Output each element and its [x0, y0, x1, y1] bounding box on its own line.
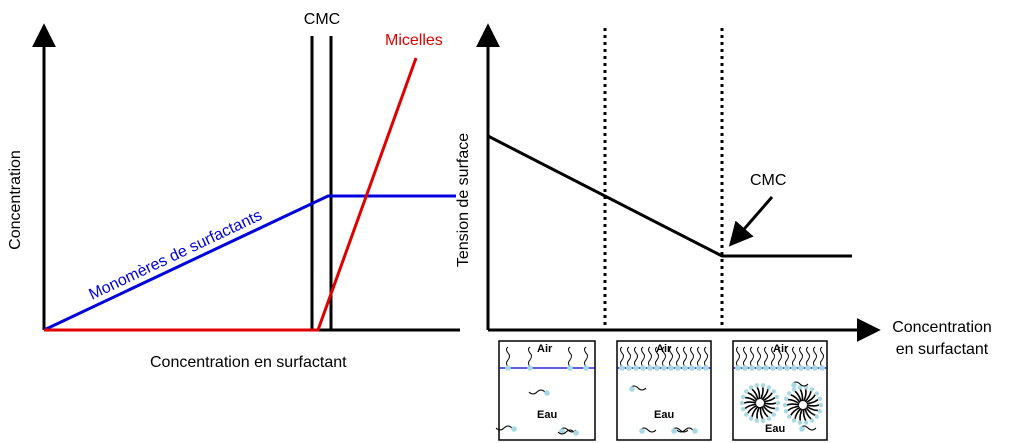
- surfactant-molecule: [689, 346, 695, 371]
- surfactant-molecule: [640, 346, 646, 371]
- surfactant-molecule: [527, 346, 533, 371]
- panel-1-air-label: Air: [537, 343, 553, 355]
- panel-3-air-label: Air: [773, 343, 789, 355]
- surfactant-monomer: [791, 381, 809, 388]
- surfactant-molecule: [633, 346, 639, 371]
- surfactant-molecule: [749, 346, 755, 371]
- panel-2-air-label: Air: [656, 343, 672, 355]
- panel-3-eau-label: Eau: [765, 423, 785, 435]
- surfactant-molecule: [784, 346, 790, 371]
- surfactant-monomer: [495, 425, 517, 432]
- panel-2-eau-label: Eau: [654, 409, 674, 421]
- surfactant-molecule: [654, 346, 660, 371]
- surfactant-molecule: [583, 346, 589, 371]
- surfactant-molecule: [735, 346, 741, 371]
- right-graph: Tension de surface Concentration en surf…: [455, 23, 992, 358]
- surfactant-monomer: [528, 389, 550, 396]
- micelles-label: Micelles: [385, 32, 443, 49]
- surfactant-molecule: [819, 346, 825, 371]
- surfactant-molecule: [756, 346, 762, 371]
- surfactant-molecule: [791, 346, 797, 371]
- surfactant-molecule: [798, 346, 804, 371]
- surfactant-molecule: [812, 346, 818, 371]
- right-x-label-line2: en surfactant: [896, 341, 989, 358]
- surfactant-molecule: [647, 346, 653, 371]
- surfactant-molecule: [619, 346, 625, 371]
- surfactant-molecule: [675, 346, 681, 371]
- beaker-panels: Air Eau Air Eau Air Eau: [495, 340, 828, 441]
- surfactant-molecule: [805, 346, 811, 371]
- cmc-label-left: CMC: [304, 11, 340, 28]
- surfactant-molecule: [505, 346, 511, 371]
- left-graph: Concentration Concentration en surfactan…: [7, 11, 460, 371]
- surfactant-molecule: [661, 346, 667, 371]
- surfactant-monomer: [557, 429, 579, 436]
- surfactant-molecule: [703, 346, 709, 371]
- surfactant-molecule: [626, 346, 632, 371]
- beaker-panel-2: Air Eau: [616, 340, 712, 441]
- panel-1-eau-label: Eau: [537, 409, 557, 421]
- surfactant-molecule: [742, 346, 748, 371]
- surfactant-molecule: [763, 346, 769, 371]
- surfactant-molecule: [682, 346, 688, 371]
- left-y-label: Concentration: [7, 150, 24, 250]
- micelles-curve: [44, 57, 418, 332]
- surfactant-molecule: [696, 346, 702, 371]
- surfactant-molecule: [668, 346, 674, 371]
- right-y-label: Tension de surface: [455, 133, 472, 267]
- left-x-label: Concentration en surfactant: [150, 354, 347, 371]
- surfactant-monomer: [629, 385, 647, 392]
- surfactant-monomer: [671, 427, 689, 434]
- beaker-panel-3: Air Eau: [732, 340, 828, 441]
- cmc-arrow: [728, 196, 774, 247]
- surfactant-molecule: [770, 346, 776, 371]
- surface-tension-curve: [487, 134, 852, 258]
- micelle: [739, 383, 781, 423]
- monomers-label: Monomères de surfactants: [86, 207, 264, 304]
- micelle: [782, 385, 824, 425]
- cmc-label-right: CMC: [750, 172, 786, 189]
- surfactant-monomer: [676, 427, 698, 434]
- beaker-panel-1: Air Eau: [495, 340, 596, 441]
- surfactant-monomer: [799, 425, 817, 432]
- right-x-label-line1: Concentration: [892, 319, 992, 336]
- surfactant-molecule: [567, 346, 573, 371]
- monomers-curve: [43, 194, 456, 332]
- surfactant-molecule: [777, 346, 783, 371]
- surfactant-monomer: [639, 427, 657, 434]
